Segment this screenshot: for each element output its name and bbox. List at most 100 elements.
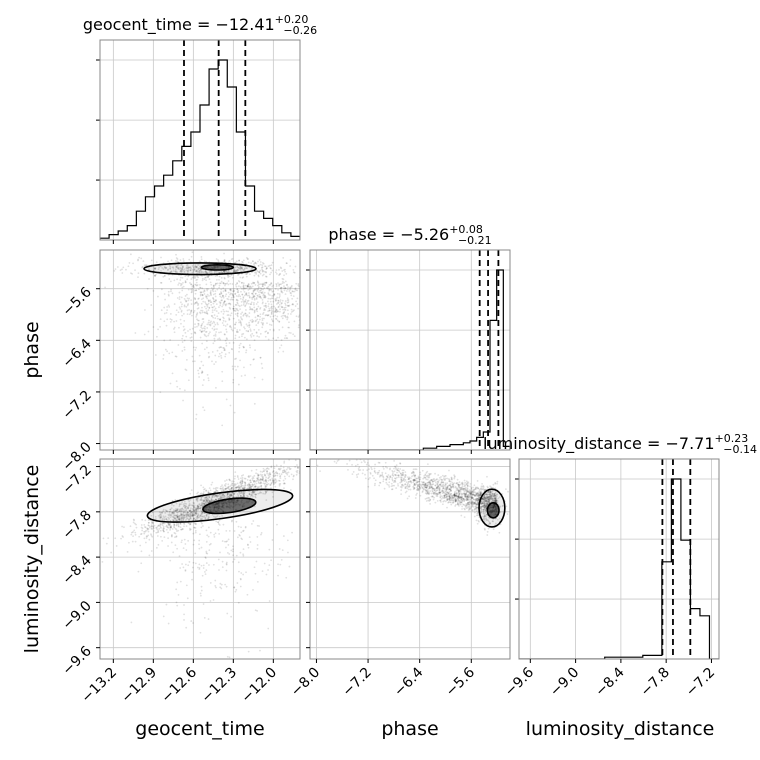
scatter-point (163, 339, 166, 342)
scatter-point (475, 487, 477, 490)
scatter-point (260, 321, 263, 324)
scatter-point (445, 493, 447, 496)
scatter-point (201, 371, 204, 374)
scatter-point (246, 294, 249, 297)
scatter-point (223, 349, 226, 352)
scatter-point (237, 525, 240, 528)
scatter-point (177, 523, 180, 526)
scatter-point (197, 267, 200, 270)
scatter-point (152, 290, 155, 292)
scatter-point (267, 476, 270, 479)
scatter-point (173, 512, 176, 514)
scatter-point (254, 493, 257, 496)
scatter-point (212, 284, 215, 287)
scatter-point (488, 500, 490, 502)
scatter-point (143, 264, 146, 267)
scatter-point (204, 295, 207, 298)
scatter-point (208, 332, 210, 335)
scatter-point (201, 274, 203, 277)
scatter-point (411, 475, 413, 478)
scatter-point (193, 513, 196, 515)
scatter-point (239, 359, 241, 362)
scatter-point (163, 536, 166, 539)
scatter-point (157, 514, 160, 517)
scatter-point (235, 295, 238, 297)
scatter-point (173, 510, 175, 513)
scatter-point (230, 296, 233, 299)
scatter-point (194, 265, 197, 268)
scatter-point (223, 494, 226, 497)
scatter-point (250, 335, 253, 338)
scatter-point (415, 480, 418, 482)
scatter-point (162, 522, 164, 525)
scatter-point (271, 479, 274, 482)
scatter-point (176, 264, 179, 267)
scatter-point (281, 280, 284, 283)
scatter-point (263, 483, 266, 485)
scatter-point (250, 303, 253, 306)
scatter-point (201, 330, 204, 333)
scatter-point (198, 505, 201, 508)
scatter-point (210, 314, 213, 317)
scatter-point (259, 356, 262, 359)
scatter-point (191, 512, 194, 515)
scatter-point (404, 487, 407, 489)
scatter-point (143, 537, 146, 540)
scatter-point (222, 495, 225, 498)
scatter-point (454, 499, 457, 502)
scatter-point (241, 478, 244, 481)
scatter-point (486, 496, 489, 499)
scatter-point (188, 266, 191, 269)
scatter-point (227, 496, 229, 498)
scatter-point (193, 303, 196, 305)
scatter-point (188, 313, 191, 316)
scatter-point (430, 479, 433, 482)
scatter-point (241, 260, 244, 263)
scatter-point (176, 271, 179, 274)
scatter-point (274, 475, 276, 477)
scatter-point (475, 504, 477, 507)
scatter-point (191, 578, 193, 581)
scatter-point (259, 287, 262, 290)
scatter-point (454, 485, 457, 488)
scatter-point (476, 492, 479, 494)
scatter-point (172, 511, 175, 514)
scatter-point (269, 315, 272, 318)
scatter-point (240, 282, 243, 284)
scatter-point (413, 479, 415, 482)
scatter-point (192, 532, 195, 535)
scatter-point (219, 496, 222, 499)
scatter-point (243, 486, 246, 489)
scatter-point (218, 494, 221, 496)
scatter-point (246, 285, 249, 288)
scatter-point (203, 488, 205, 491)
scatter-point (182, 519, 185, 522)
scatter-point (287, 286, 289, 289)
scatter-point (216, 490, 219, 492)
scatter-point (269, 479, 272, 482)
scatter-point (220, 270, 223, 273)
scatter-point (168, 514, 171, 517)
scatter-point (170, 507, 173, 510)
scatter-point (477, 493, 480, 495)
scatter-point (210, 498, 213, 501)
scatter-point (248, 285, 251, 288)
scatter-point (197, 323, 200, 325)
scatter-point (137, 276, 139, 279)
scatter-point (230, 488, 233, 491)
scatter-point (195, 284, 198, 287)
scatter-point (144, 541, 147, 544)
scatter-point (188, 500, 191, 503)
scatter-point (475, 493, 478, 496)
scatter-point (249, 303, 252, 306)
scatter-point (426, 485, 429, 488)
scatter-point (228, 259, 231, 262)
scatter-point (478, 490, 481, 493)
scatter-point (168, 511, 171, 513)
scatter-point (449, 485, 452, 488)
scatter-point (150, 524, 153, 527)
scatter-point (465, 492, 468, 494)
scatter-point (199, 312, 202, 315)
scatter-point (198, 516, 201, 518)
scatter-point (238, 533, 241, 536)
